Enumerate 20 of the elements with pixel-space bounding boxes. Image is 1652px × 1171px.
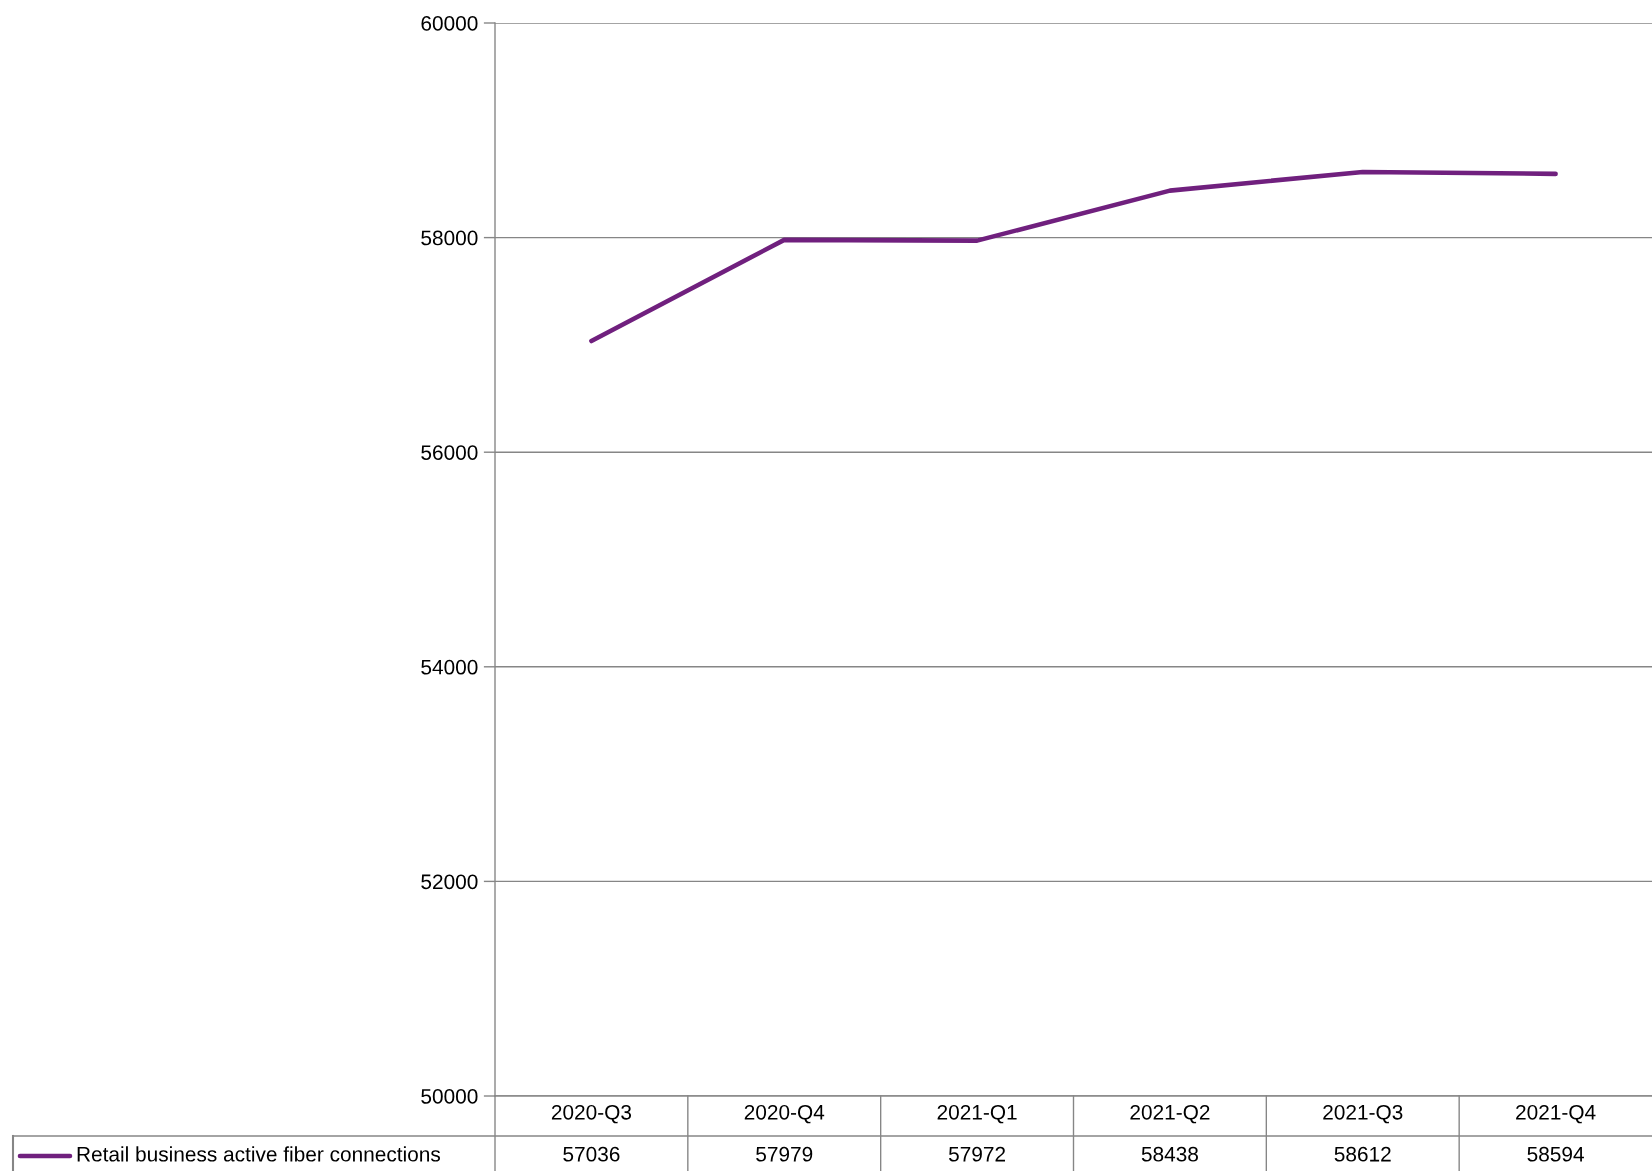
y-tick-label: 56000	[421, 445, 478, 460]
x-tick-label: 2021-Q3	[1323, 1104, 1403, 1124]
x-tick-label: 2020-Q4	[744, 1104, 825, 1124]
data-label: 57036	[563, 1146, 620, 1162]
y-tick-label: 52000	[421, 874, 478, 890]
data-label: 58594	[1527, 1146, 1584, 1162]
line-series	[589, 169, 1558, 344]
y-tick-label: 50000	[421, 1089, 478, 1104]
data-label: 58438	[1141, 1146, 1198, 1162]
x-tick-label: 2021-Q2	[1130, 1104, 1210, 1124]
legend-label: Retail business active fiber connections	[77, 1146, 441, 1162]
x-tick-label: 2020-Q3	[551, 1104, 632, 1124]
data-label: 57979	[756, 1146, 813, 1162]
y-tick-label: 54000	[421, 659, 478, 675]
x-tick-label: 2021-Q4	[1516, 1104, 1596, 1124]
data-label: 57972	[948, 1146, 1006, 1162]
y-tick-label: 58000	[421, 230, 478, 246]
data-label: 58612	[1334, 1146, 1391, 1162]
y-tick-label: 60000	[421, 16, 478, 31]
x-tick-label: 2021-Q1	[937, 1104, 1017, 1124]
